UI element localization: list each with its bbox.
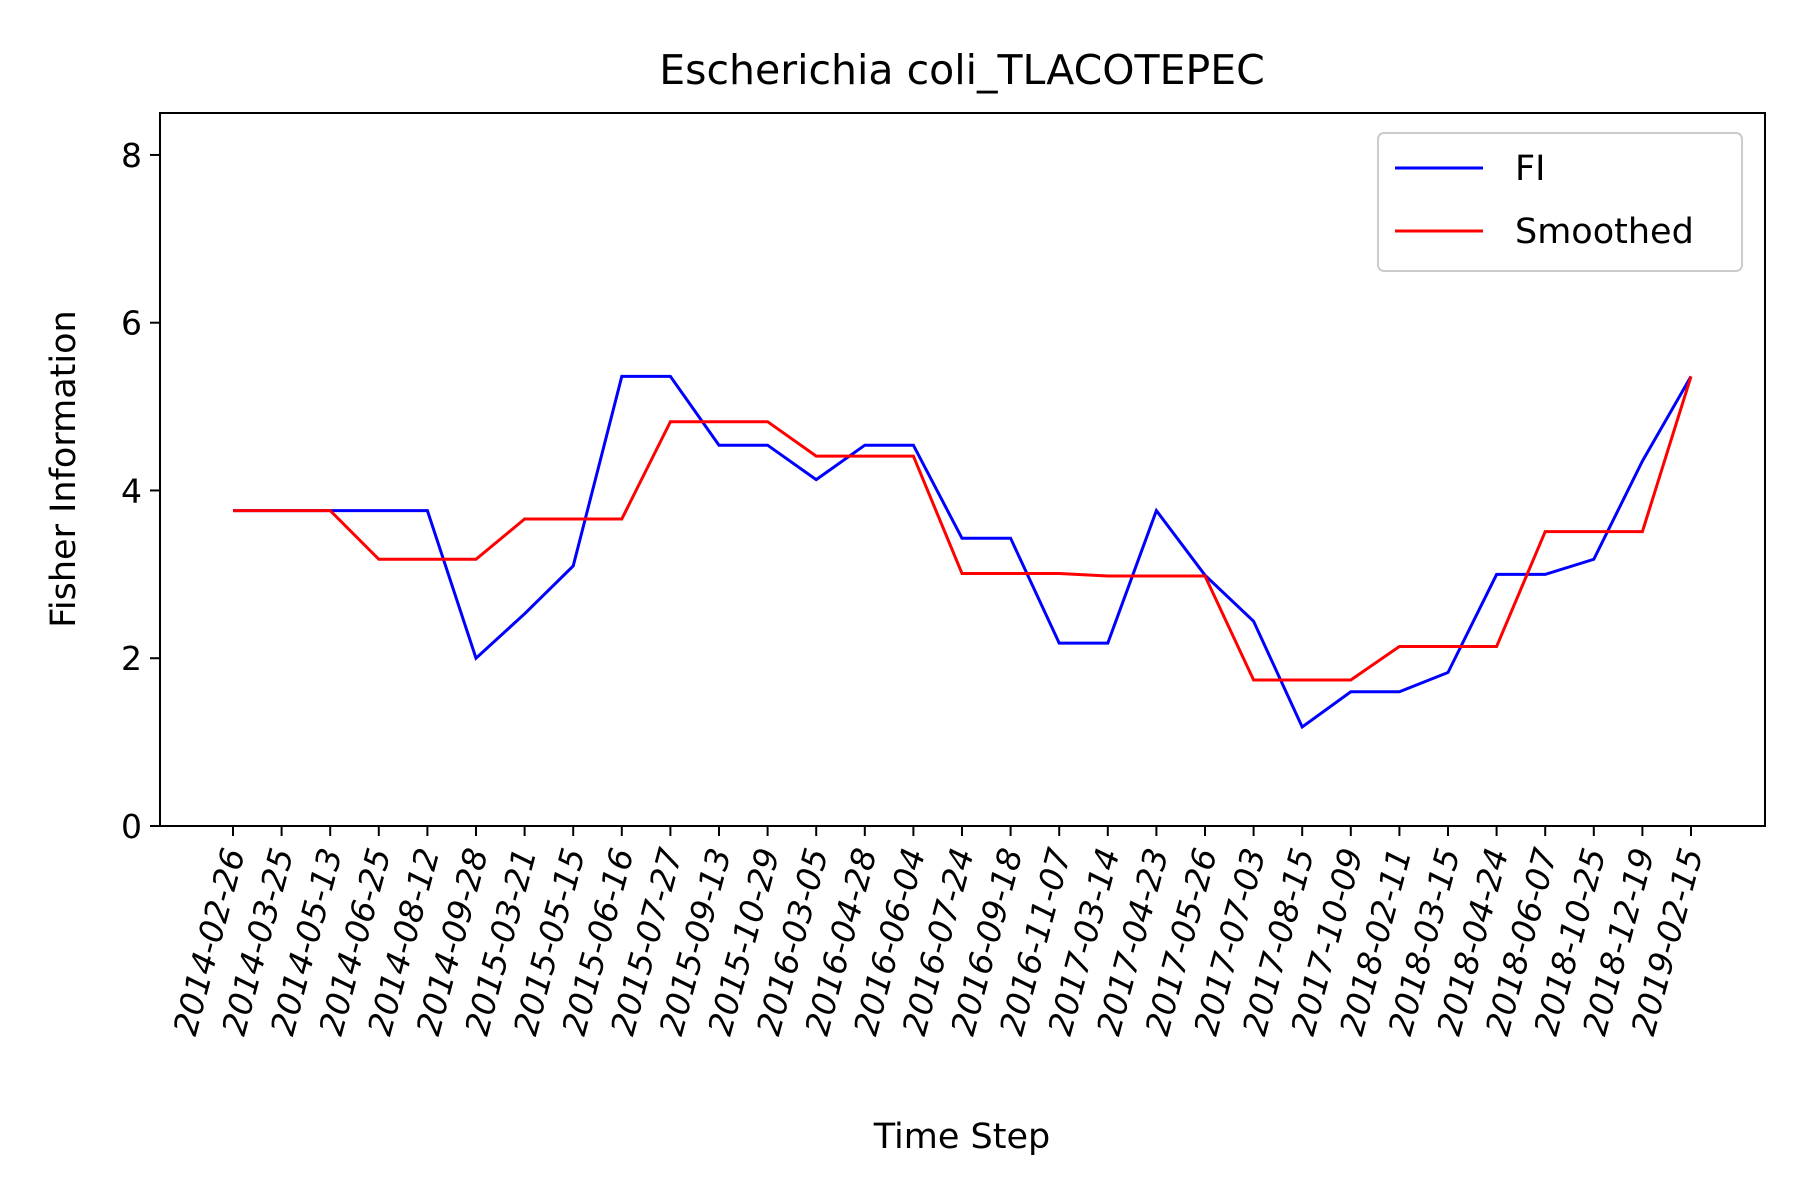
y-tick-label: 6 xyxy=(121,304,142,343)
y-axis: 0 2 4 6 8 xyxy=(121,136,160,846)
y-tick-label: 4 xyxy=(121,471,142,510)
legend-label-fi: FI xyxy=(1515,149,1545,189)
plot-area xyxy=(233,374,1693,730)
y-axis-label: Fisher Information xyxy=(44,310,84,627)
series-line-fi xyxy=(233,374,1693,730)
x-axis: 2014-02-262014-03-252014-05-132014-06-25… xyxy=(165,826,1711,1039)
y-tick-label: 8 xyxy=(121,136,142,175)
legend: FI Smoothed xyxy=(1377,132,1743,272)
plot-frame xyxy=(159,112,1766,827)
y-tick-label: 0 xyxy=(121,807,142,846)
series-line-smoothed xyxy=(233,375,1693,682)
x-axis-label: Time Step xyxy=(873,1117,1050,1157)
legend-label-smoothed: Smoothed xyxy=(1515,212,1694,252)
y-tick-label: 2 xyxy=(121,639,142,678)
chart-title: Escherichia coli_TLACOTEPEC xyxy=(659,46,1265,94)
